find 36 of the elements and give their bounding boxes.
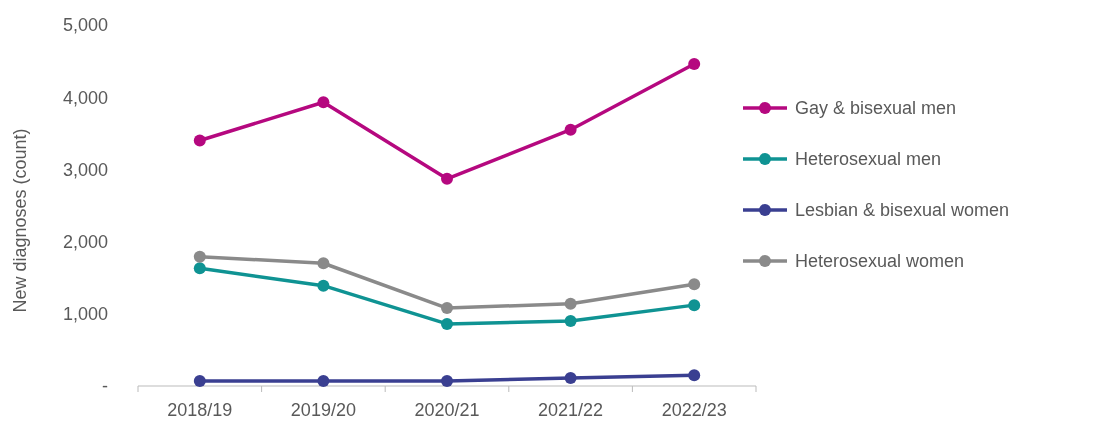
point xyxy=(193,374,206,387)
y-tick-label: 3,000 xyxy=(62,159,108,180)
point xyxy=(317,257,330,270)
point xyxy=(688,369,701,382)
legend-label: Heterosexual women xyxy=(795,251,965,272)
y-tick-label: 2,000 xyxy=(62,231,108,252)
legend-label: Heterosexual men xyxy=(795,149,942,170)
legend-label: Lesbian & bisexual women xyxy=(795,200,1010,221)
x-tick-label: 2022/23 xyxy=(661,400,727,420)
point xyxy=(688,57,701,70)
point xyxy=(317,96,330,109)
point xyxy=(441,374,453,387)
x-tick-label: 2020/21 xyxy=(414,400,480,420)
y-axis-title: New diagnoses (count) xyxy=(10,128,30,313)
y-tick-label: 1,000 xyxy=(62,304,108,325)
point xyxy=(564,372,577,385)
point xyxy=(564,297,577,310)
y-tick-label: 4,000 xyxy=(62,87,108,108)
point xyxy=(317,279,330,292)
legend-label: Gay & bisexual men xyxy=(795,98,957,119)
point xyxy=(193,250,206,263)
point xyxy=(441,172,453,185)
point xyxy=(564,123,577,136)
point xyxy=(193,262,206,275)
point xyxy=(193,134,206,147)
x-tick-label: 2021/22 xyxy=(538,400,604,420)
point xyxy=(441,317,453,330)
point xyxy=(564,315,577,328)
point xyxy=(688,299,701,312)
y-tick-label: - xyxy=(102,376,108,397)
x-tick-label: 2018/19 xyxy=(167,400,233,420)
x-tick-label: 2019/20 xyxy=(290,400,356,420)
point xyxy=(441,302,453,315)
point xyxy=(317,374,330,387)
point xyxy=(688,278,701,291)
y-tick-label: 5,000 xyxy=(62,15,108,36)
